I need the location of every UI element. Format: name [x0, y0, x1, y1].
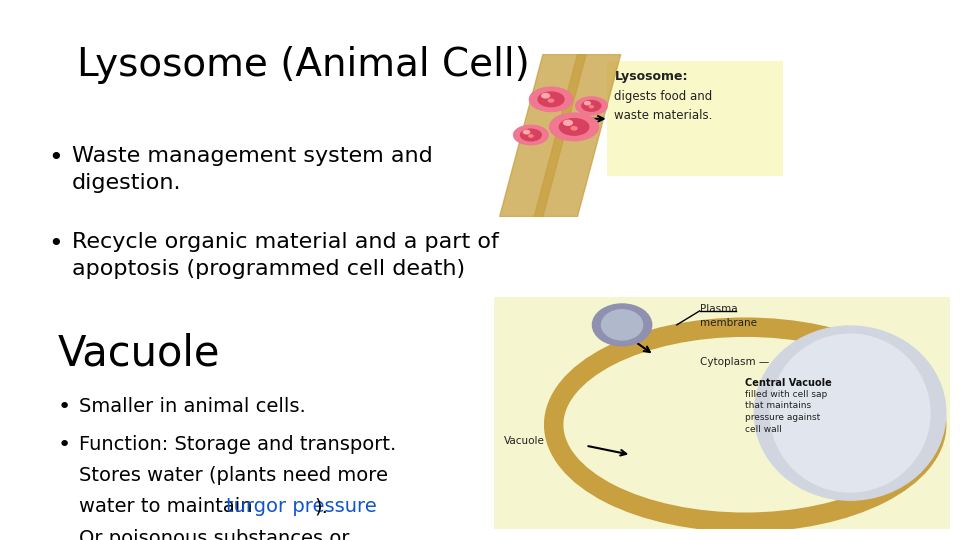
Text: Cytoplasm —: Cytoplasm — — [700, 357, 769, 367]
Circle shape — [529, 135, 533, 137]
Text: turgor pressure: turgor pressure — [226, 497, 376, 516]
Circle shape — [585, 102, 590, 105]
Ellipse shape — [755, 326, 946, 500]
Text: Stores water (plants need more: Stores water (plants need more — [79, 466, 388, 485]
Text: digests food and: digests food and — [614, 90, 712, 103]
Text: waste materials.: waste materials. — [614, 109, 712, 122]
Circle shape — [560, 119, 588, 135]
Text: Waste management system and
digestion.: Waste management system and digestion. — [72, 146, 433, 193]
Circle shape — [523, 130, 530, 134]
Circle shape — [541, 93, 549, 98]
Circle shape — [548, 99, 554, 102]
Circle shape — [589, 106, 593, 108]
Circle shape — [582, 100, 601, 111]
Circle shape — [530, 87, 573, 111]
Text: water to maintain: water to maintain — [79, 497, 258, 516]
Circle shape — [520, 129, 541, 141]
Text: •: • — [58, 435, 71, 455]
Text: Vacuole: Vacuole — [58, 332, 220, 374]
Text: Lysosome:: Lysosome: — [614, 70, 688, 83]
Text: filled with cell sap: filled with cell sap — [745, 390, 828, 399]
Text: pressure against: pressure against — [745, 413, 821, 422]
Text: Or poisonous substances or: Or poisonous substances or — [79, 529, 349, 540]
Circle shape — [549, 113, 599, 140]
Text: •: • — [48, 146, 62, 170]
Text: Function: Storage and transport.: Function: Storage and transport. — [79, 435, 396, 454]
Text: Lysosome (Animal Cell): Lysosome (Animal Cell) — [77, 46, 530, 84]
Circle shape — [514, 125, 548, 145]
Text: cell wall: cell wall — [745, 424, 782, 434]
FancyBboxPatch shape — [608, 62, 783, 176]
Ellipse shape — [592, 304, 652, 346]
Text: Plasma: Plasma — [700, 304, 737, 314]
FancyBboxPatch shape — [494, 297, 950, 529]
Circle shape — [575, 97, 608, 115]
Text: •: • — [48, 232, 62, 256]
Ellipse shape — [770, 334, 930, 492]
Text: Central Vacuole: Central Vacuole — [745, 378, 832, 388]
Text: Smaller in animal cells.: Smaller in animal cells. — [79, 397, 305, 416]
Text: Vacuole: Vacuole — [504, 436, 544, 447]
Text: that maintains: that maintains — [745, 402, 811, 410]
Circle shape — [538, 92, 564, 107]
Circle shape — [571, 126, 577, 130]
Circle shape — [564, 120, 572, 125]
Text: Recycle organic material and a part of
apoptosis (programmed cell death): Recycle organic material and a part of a… — [72, 232, 499, 279]
Ellipse shape — [602, 310, 642, 340]
Circle shape — [563, 332, 927, 517]
Text: membrane: membrane — [700, 318, 756, 328]
Text: ).: ). — [315, 497, 328, 516]
Text: •: • — [58, 397, 71, 417]
